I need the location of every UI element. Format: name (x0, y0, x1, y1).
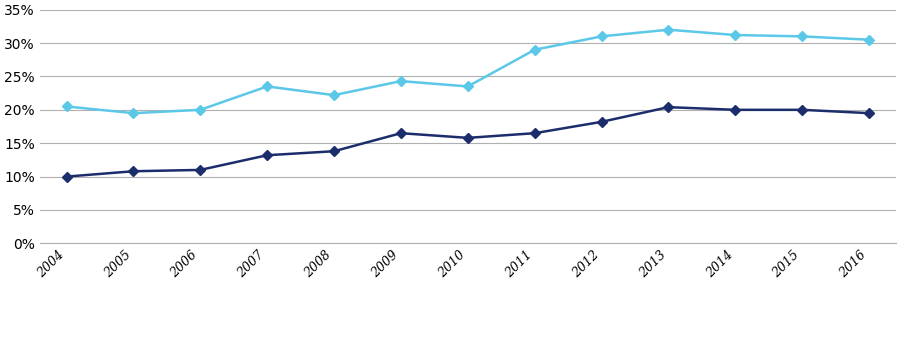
Line: Män: Män (63, 26, 873, 117)
Män (529, 48, 540, 52)
Män (663, 28, 674, 32)
Män (195, 108, 206, 112)
Män (596, 34, 607, 39)
Män (262, 84, 273, 89)
Kvinnor (864, 111, 875, 115)
Kvinnor (463, 136, 473, 140)
Kvinnor (128, 169, 139, 173)
Kvinnor (395, 131, 406, 135)
Kvinnor (328, 149, 339, 153)
Kvinnor (262, 153, 273, 157)
Kvinnor (663, 105, 674, 109)
Män (730, 33, 741, 37)
Kvinnor (596, 120, 607, 124)
Kvinnor (730, 108, 741, 112)
Män (128, 111, 139, 115)
Män (395, 79, 406, 83)
Män (328, 93, 339, 97)
Kvinnor (796, 108, 807, 112)
Män (796, 34, 807, 39)
Kvinnor (61, 174, 72, 178)
Män (61, 104, 72, 108)
Män (463, 84, 473, 89)
Kvinnor (195, 168, 206, 172)
Kvinnor (529, 131, 540, 135)
Line: Kvinnor: Kvinnor (63, 104, 873, 180)
Män (864, 38, 875, 42)
